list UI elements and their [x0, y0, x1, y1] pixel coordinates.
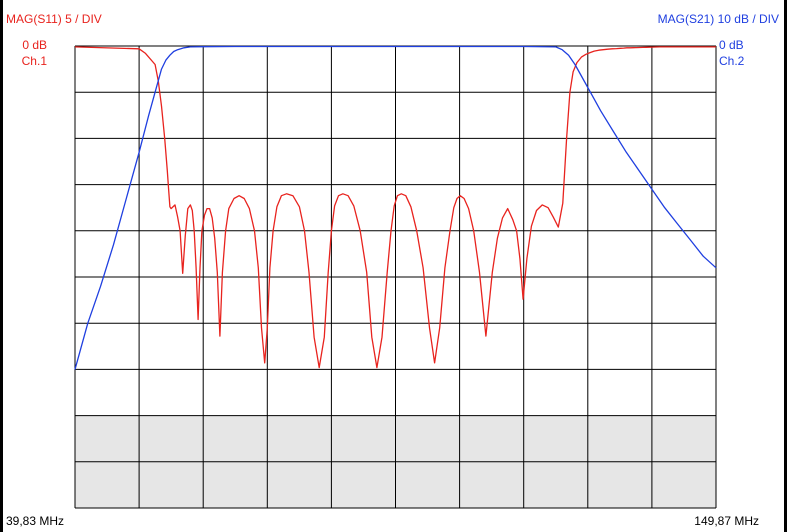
s11-channel-title: MAG(S11) 5 / DIV: [6, 12, 102, 26]
s21-channel-label: Ch.2: [719, 54, 745, 68]
s11-channel-label: Ch.1: [21, 54, 47, 68]
s21-channel-title: MAG(S21) 10 dB / DIV: [657, 12, 779, 26]
s21-trace: [74, 45, 717, 370]
s21-reference-level-label: 0 dB: [719, 38, 744, 52]
start-frequency-label: 39,83 MHz: [6, 514, 65, 528]
s11-reference-level-label: 0 dB: [22, 38, 47, 52]
stop-frequency-label: 149,87 MHz: [694, 514, 759, 528]
s11-trace: [74, 46, 716, 369]
